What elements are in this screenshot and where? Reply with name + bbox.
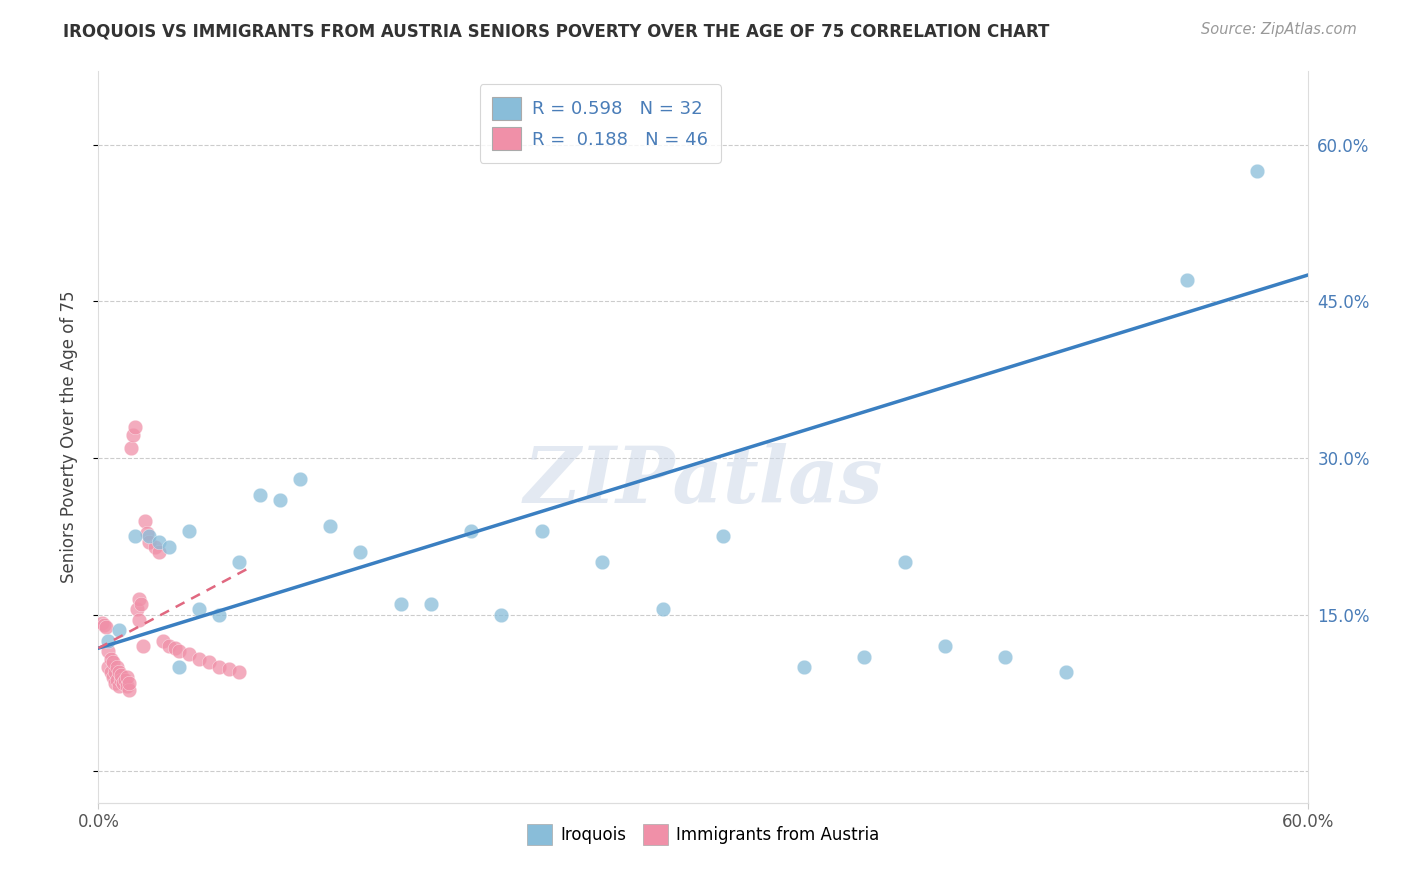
Point (100, 665, 122, 680)
Point (228, 556, 250, 570)
Point (118, 682, 141, 697)
Point (1175, 273, 1198, 287)
Point (269, 492, 291, 507)
Point (853, 649, 876, 664)
Point (179, 648, 201, 662)
Point (103, 665, 125, 680)
Point (218, 662, 240, 676)
Point (111, 675, 134, 690)
Point (188, 651, 211, 665)
Point (893, 556, 915, 570)
Point (118, 675, 141, 690)
Point (591, 556, 613, 570)
Point (138, 534, 160, 549)
Point (114, 673, 136, 687)
Point (97, 633, 120, 648)
Point (157, 540, 180, 554)
Point (107, 624, 129, 638)
Point (96, 620, 118, 634)
Point (97, 660, 120, 674)
Point (105, 673, 128, 687)
Point (107, 665, 129, 680)
Point (179, 524, 201, 538)
Point (793, 660, 815, 674)
Point (208, 607, 231, 622)
Point (107, 679, 129, 693)
Point (91, 616, 114, 631)
Point (460, 524, 482, 538)
Point (420, 597, 443, 611)
Point (101, 670, 124, 684)
Point (115, 679, 138, 693)
Point (135, 526, 157, 541)
Point (1246, 163, 1268, 178)
Point (491, 607, 513, 622)
Point (389, 597, 412, 611)
Point (110, 673, 132, 687)
Point (129, 597, 152, 611)
Point (349, 545, 371, 559)
Point (97, 644, 120, 658)
Point (101, 655, 124, 669)
Point (249, 487, 271, 501)
Point (115, 670, 138, 684)
Point (105, 660, 128, 674)
Point (124, 419, 146, 434)
Point (711, 529, 734, 543)
Point (128, 613, 150, 627)
Point (125, 602, 148, 616)
Point (120, 441, 142, 455)
Legend: Iroquois, Immigrants from Austria: Iroquois, Immigrants from Austria (519, 816, 887, 853)
Point (228, 665, 250, 680)
Point (110, 668, 132, 682)
Point (1054, 665, 1077, 680)
Point (138, 529, 160, 543)
Point (100, 651, 122, 665)
Point (994, 649, 1017, 664)
Point (208, 660, 231, 674)
Point (93, 618, 115, 632)
Point (934, 639, 956, 653)
Text: ZIPatlas: ZIPatlas (523, 442, 883, 519)
Point (319, 519, 342, 533)
Text: Source: ZipAtlas.com: Source: ZipAtlas.com (1201, 22, 1357, 37)
Point (530, 524, 553, 538)
Point (148, 545, 170, 559)
Point (124, 529, 146, 543)
Point (128, 592, 150, 607)
Point (132, 639, 155, 653)
Point (152, 633, 174, 648)
Point (134, 514, 156, 528)
Point (148, 534, 170, 549)
Point (167, 644, 190, 658)
Point (651, 602, 673, 616)
Point (163, 641, 186, 656)
Point (198, 655, 221, 669)
Point (288, 472, 311, 486)
Point (167, 660, 190, 674)
Text: IROQUOIS VS IMMIGRANTS FROM AUSTRIA SENIORS POVERTY OVER THE AGE OF 75 CORRELATI: IROQUOIS VS IMMIGRANTS FROM AUSTRIA SENI… (63, 22, 1050, 40)
Y-axis label: Seniors Poverty Over the Age of 75: Seniors Poverty Over the Age of 75 (59, 291, 77, 583)
Point (157, 639, 180, 653)
Point (121, 428, 143, 442)
Point (188, 602, 211, 616)
Point (103, 675, 125, 690)
Point (143, 540, 166, 554)
